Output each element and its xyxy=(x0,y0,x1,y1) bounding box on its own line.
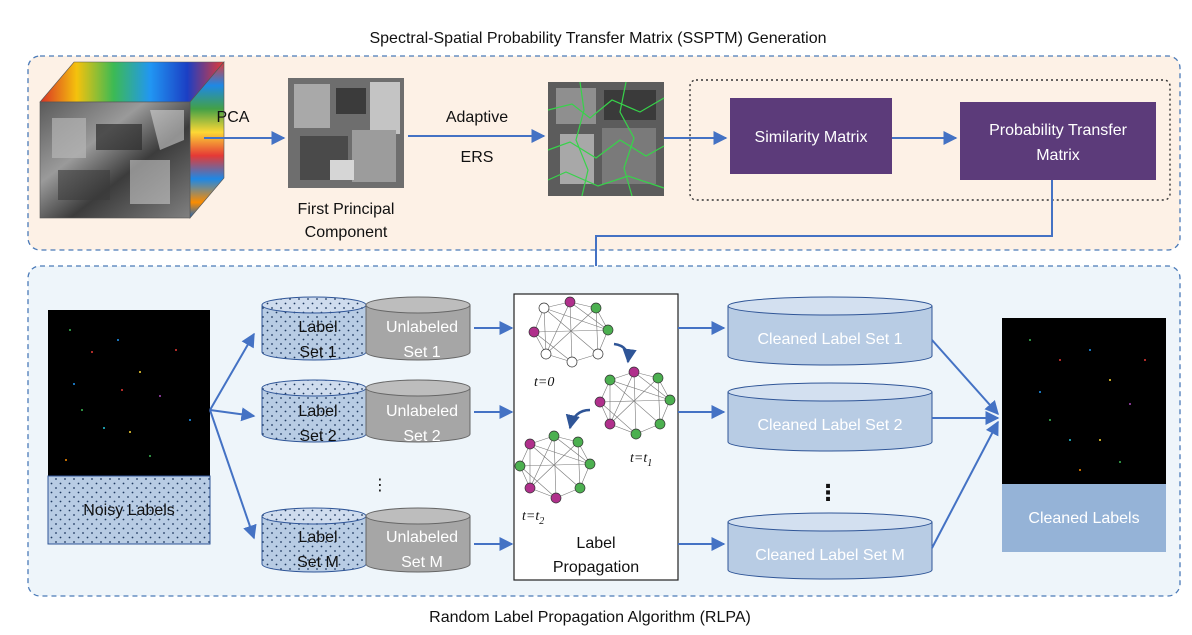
hyperspectral-cube-image xyxy=(39,61,225,219)
superpixel-segmentation-image xyxy=(547,81,665,197)
label-set-2-line1: Label xyxy=(298,403,337,420)
noisy-labels-box xyxy=(47,475,211,545)
noisy-label-points xyxy=(65,329,191,461)
probability-transfer-matrix-box xyxy=(960,102,1156,180)
label-propagation-label-line1: Label xyxy=(576,535,615,552)
cleaned-sets-ellipsis: ⋮ xyxy=(817,480,839,505)
rlpa-section-title: Random Label Propagation Algorithm (RLPA… xyxy=(429,609,751,626)
label-set-m-group xyxy=(261,507,471,573)
ssptm-section-title: Spectral-Spatial Probability Transfer Ma… xyxy=(369,30,826,47)
probability-transfer-label-line1: Probability Transfer xyxy=(989,122,1128,139)
cleaned-label-set-m-cylinder xyxy=(727,512,933,580)
time-label-t1: t=t1 xyxy=(630,451,652,469)
cleaned-label-set-2-label: Cleaned Label Set 2 xyxy=(758,417,903,434)
cleaned-label-points xyxy=(1029,339,1146,471)
graph-t1 xyxy=(594,366,676,440)
label-set-2-line2: Set 2 xyxy=(299,428,336,445)
cleaned-label-set-1-label: Cleaned Label Set 1 xyxy=(758,331,903,348)
time-label-t2: t=t2 xyxy=(522,509,544,527)
unlabeled-set-2-line2: Set 2 xyxy=(403,428,440,445)
noisy-to-set1-arrow xyxy=(209,332,255,411)
noisy-labels-label: Noisy Labels xyxy=(83,502,175,519)
time-label-t0: t=0 xyxy=(534,375,554,390)
first-pc-label-line1: First Principal xyxy=(298,201,395,218)
unlabeled-set-1-line2: Set 1 xyxy=(403,344,440,361)
propagation-step-arrow-2 xyxy=(565,408,591,430)
first-pc-label-line2: Component xyxy=(305,224,388,241)
graph-t2 xyxy=(514,430,596,504)
matrix-group-frame xyxy=(689,79,1171,201)
transfer-to-propagation-connector xyxy=(589,180,1053,292)
label-sets-ellipsis: ⋮ xyxy=(372,477,388,494)
noisy-labels-map xyxy=(48,310,210,476)
cleaned-label-set-2-cylinder xyxy=(727,382,933,452)
unlabeled-set-m-line2: Set M xyxy=(401,554,443,571)
ers-label: ERS xyxy=(461,149,494,166)
cleanedm-to-output-arrow xyxy=(931,420,999,549)
label-set-1-group xyxy=(261,296,471,361)
label-propagation-label-line2: Propagation xyxy=(553,559,639,576)
unlabeled-set-1-line1: Unlabeled xyxy=(386,319,458,336)
probability-transfer-label-line2: Matrix xyxy=(1036,147,1080,164)
label-set-m-line2: Set M xyxy=(297,554,339,571)
unlabeled-set-m-line1: Unlabeled xyxy=(386,529,458,546)
first-principal-component-image xyxy=(288,78,404,188)
adaptive-label: Adaptive xyxy=(446,109,508,126)
label-set-1-line2: Set 1 xyxy=(299,344,336,361)
pca-label: PCA xyxy=(217,109,250,126)
cleaned-label-set-m-label: Cleaned Label Set M xyxy=(755,547,904,564)
propagation-step-arrow-1 xyxy=(613,342,637,364)
cleaned-label-set-1-cylinder xyxy=(727,296,933,366)
noisy-to-set2-arrow xyxy=(209,407,256,422)
cleaned-labels-box xyxy=(1002,484,1166,552)
noisy-to-setm-arrow xyxy=(209,409,257,540)
cleaned1-to-output-arrow xyxy=(931,339,999,416)
cleaned-labels-map xyxy=(1002,318,1166,484)
graph-t0 xyxy=(528,296,614,368)
unlabeled-set-2-line1: Unlabeled xyxy=(386,403,458,420)
label-set-m-line1: Label xyxy=(298,529,337,546)
similarity-matrix-label: Similarity Matrix xyxy=(755,129,868,146)
cleaned-labels-label: Cleaned Labels xyxy=(1028,510,1139,527)
label-set-1-line1: Label xyxy=(298,319,337,336)
label-set-2-group xyxy=(261,379,471,443)
label-propagation-box xyxy=(513,293,679,581)
similarity-matrix-box xyxy=(730,98,892,174)
